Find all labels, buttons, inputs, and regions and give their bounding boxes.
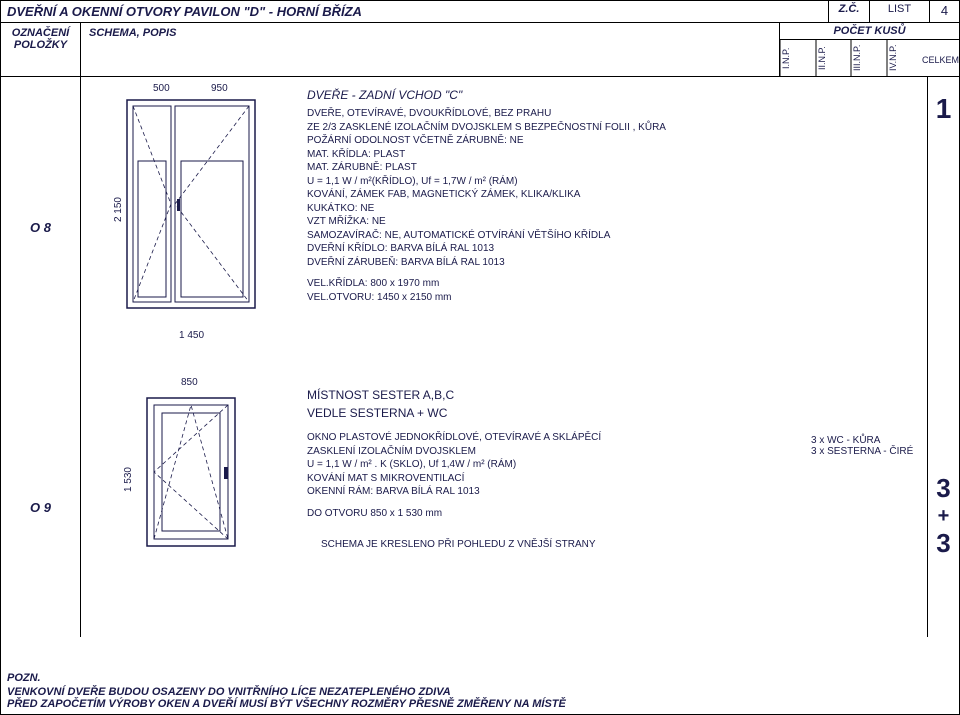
footer-l2: PŘED ZAPOČETÍM VÝROBY OKEN A DVEŘÍ MUSÍ …: [7, 698, 953, 710]
o8-l5: U = 1,1 W / m²(KŘÍDLO), Uf = 1,7W / m² (…: [307, 175, 803, 189]
o8-l9: SAMOZAVÍRAČ: NE, AUTOMATICKÉ OTVÍRÁNÍ VĚ…: [307, 229, 803, 243]
o9-l2: U = 1,1 W / m² . K (SKLO), Uf 1,4W / m² …: [307, 458, 803, 472]
o9-l3: KOVÁNÍ MAT S MIKROVENTILACÍ: [307, 472, 803, 486]
window-drawing: [146, 397, 236, 547]
col-oznaceni: OZNAČENÍ POLOŽKY: [1, 23, 81, 76]
o8-l11: DVEŘNÍ ZÁRUBEŇ: BARVA BÍLÁ RAL 1013: [307, 256, 803, 270]
o9-otvor: DO OTVORU 850 x 1 530 mm: [307, 507, 803, 521]
footer: POZN. VENKOVNÍ DVEŘE BUDOU OSAZENY DO VN…: [7, 672, 953, 710]
item-id: O 8: [1, 77, 81, 377]
header-top: DVEŘNÍ A OKENNÍ OTVORY PAVILON "D" - HOR…: [1, 1, 959, 23]
dim-wtot: 1 450: [179, 330, 204, 341]
schema-o9: 850 1 530: [81, 377, 301, 637]
doc-title: DVEŘNÍ A OKENNÍ OTVORY PAVILON "D" - HOR…: [7, 4, 362, 19]
col-iiinp: III.N.P.: [851, 40, 887, 76]
col-iinp: II.N.P.: [816, 40, 852, 76]
pocet-label: POČET KUSŮ: [780, 23, 959, 40]
o8-l1: ZE 2/3 ZASKLENÉ IZOLAČNÍM DVOJSKLEM S BE…: [307, 121, 803, 135]
count-o9: 3 + 3: [927, 377, 959, 637]
o8-l7: KUKÁTKO: NE: [307, 202, 803, 216]
dim-w2: 950: [211, 83, 228, 94]
dim-w1: 500: [153, 83, 170, 94]
zc-label: Z.Č.: [829, 1, 869, 22]
footer-pozn: POZN.: [7, 672, 953, 684]
o9-title2: VEDLE SESTERNA + WC: [307, 405, 803, 421]
col-schema: SCHEMA, POPIS: [81, 23, 779, 76]
list-label: LIST: [869, 1, 929, 22]
door-drawing: [126, 99, 256, 309]
o8-title: DVEŘE - ZADNÍ VCHOD "C": [307, 87, 803, 103]
count-o9-b: 3: [936, 528, 950, 559]
item-row-o8: O 8 500 950 2 150 1 450 DVEŘE - ZADNÍ VC…: [1, 77, 959, 377]
o8-l2: POŽÁRNÍ ODOLNOST VČETNĚ ZÁRUBNĚ: NE: [307, 134, 803, 148]
page: DVEŘNÍ A OKENNÍ OTVORY PAVILON "D" - HOR…: [0, 0, 960, 715]
header-right: Z.Č. LIST 4: [828, 1, 959, 22]
page-number: 4: [929, 1, 959, 22]
count-o9-a: 3: [936, 473, 950, 504]
col-inp: I.N.P.: [780, 40, 816, 76]
count-o8: 1: [927, 77, 959, 377]
dim-h: 2 150: [113, 197, 124, 222]
sidenote-0: 3 x WC - KŮRA: [811, 435, 923, 446]
o8-vel0: VEL.KŘÍDLA: 800 x 1970 mm: [307, 277, 803, 291]
col-pocet: POČET KUSŮ I.N.P. II.N.P. III.N.P. IV.N.…: [779, 23, 959, 76]
notes-o9: 3 x WC - KŮRA 3 x SESTERNA - ČIRÉ: [807, 377, 927, 637]
o8-l10: DVEŘNÍ KŘÍDLO: BARVA BÍLÁ RAL 1013: [307, 242, 803, 256]
title-area: DVEŘNÍ A OKENNÍ OTVORY PAVILON "D" - HOR…: [1, 1, 828, 22]
desc-o9: MÍSTNOST SESTER A,B,C VEDLE SESTERNA + W…: [301, 377, 807, 637]
item-id-o9: O 9: [1, 377, 81, 637]
sidenote-1: 3 x SESTERNA - ČIRÉ: [811, 446, 923, 457]
col-celkem: CELKEM: [922, 40, 959, 76]
o8-l0: DVEŘE, OTEVÍRAVÉ, DVOUKŘÍDLOVÉ, BEZ PRAH…: [307, 107, 803, 121]
footer-l1: VENKOVNÍ DVEŘE BUDOU OSAZENY DO VNITŘNÍH…: [7, 686, 953, 698]
schema-o8: 500 950 2 150 1 450: [81, 77, 301, 377]
count-o9-plus: +: [938, 504, 950, 528]
o8-l6: KOVÁNÍ, ZÁMEK FAB, MAGNETICKÝ ZÁMEK, KLI…: [307, 188, 803, 202]
desc-o8: DVEŘE - ZADNÍ VCHOD "C" DVEŘE, OTEVÍRAVÉ…: [301, 77, 807, 377]
o9-l0: OKNO PLASTOVÉ JEDNOKŘÍDLOVÉ, OTEVÍRAVÉ A…: [307, 431, 803, 445]
col-ivnp: IV.N.P.: [887, 40, 923, 76]
notes-o8: [807, 77, 927, 377]
o9-l4: OKENNÍ RÁM: BARVA BÍLÁ RAL 1013: [307, 485, 803, 499]
o8-l3: MAT. KŘÍDLA: PLAST: [307, 148, 803, 162]
o8-l8: VZT MŘÍŽKA: NE: [307, 215, 803, 229]
item-row-o9: O 9 850 1 530 MÍSTNOST SESTER A,B,C VEDL…: [1, 377, 959, 637]
o9-title1: MÍSTNOST SESTER A,B,C: [307, 387, 803, 403]
header-columns: OZNAČENÍ POLOŽKY SCHEMA, POPIS POČET KUS…: [1, 23, 959, 77]
o8-vel1: VEL.OTVORU: 1450 x 2150 mm: [307, 291, 803, 305]
o9-schema-note: SCHEMA JE KRESLENO PŘI POHLEDU Z VNĚJŠÍ …: [321, 538, 803, 552]
o9-l1: ZASKLENÍ IZOLAČNÍM DVOJSKLEM: [307, 445, 803, 459]
dim-h-o9: 1 530: [123, 467, 134, 492]
dim-w-o9: 850: [181, 377, 198, 388]
o8-l4: MAT. ZÁRUBNĚ: PLAST: [307, 161, 803, 175]
